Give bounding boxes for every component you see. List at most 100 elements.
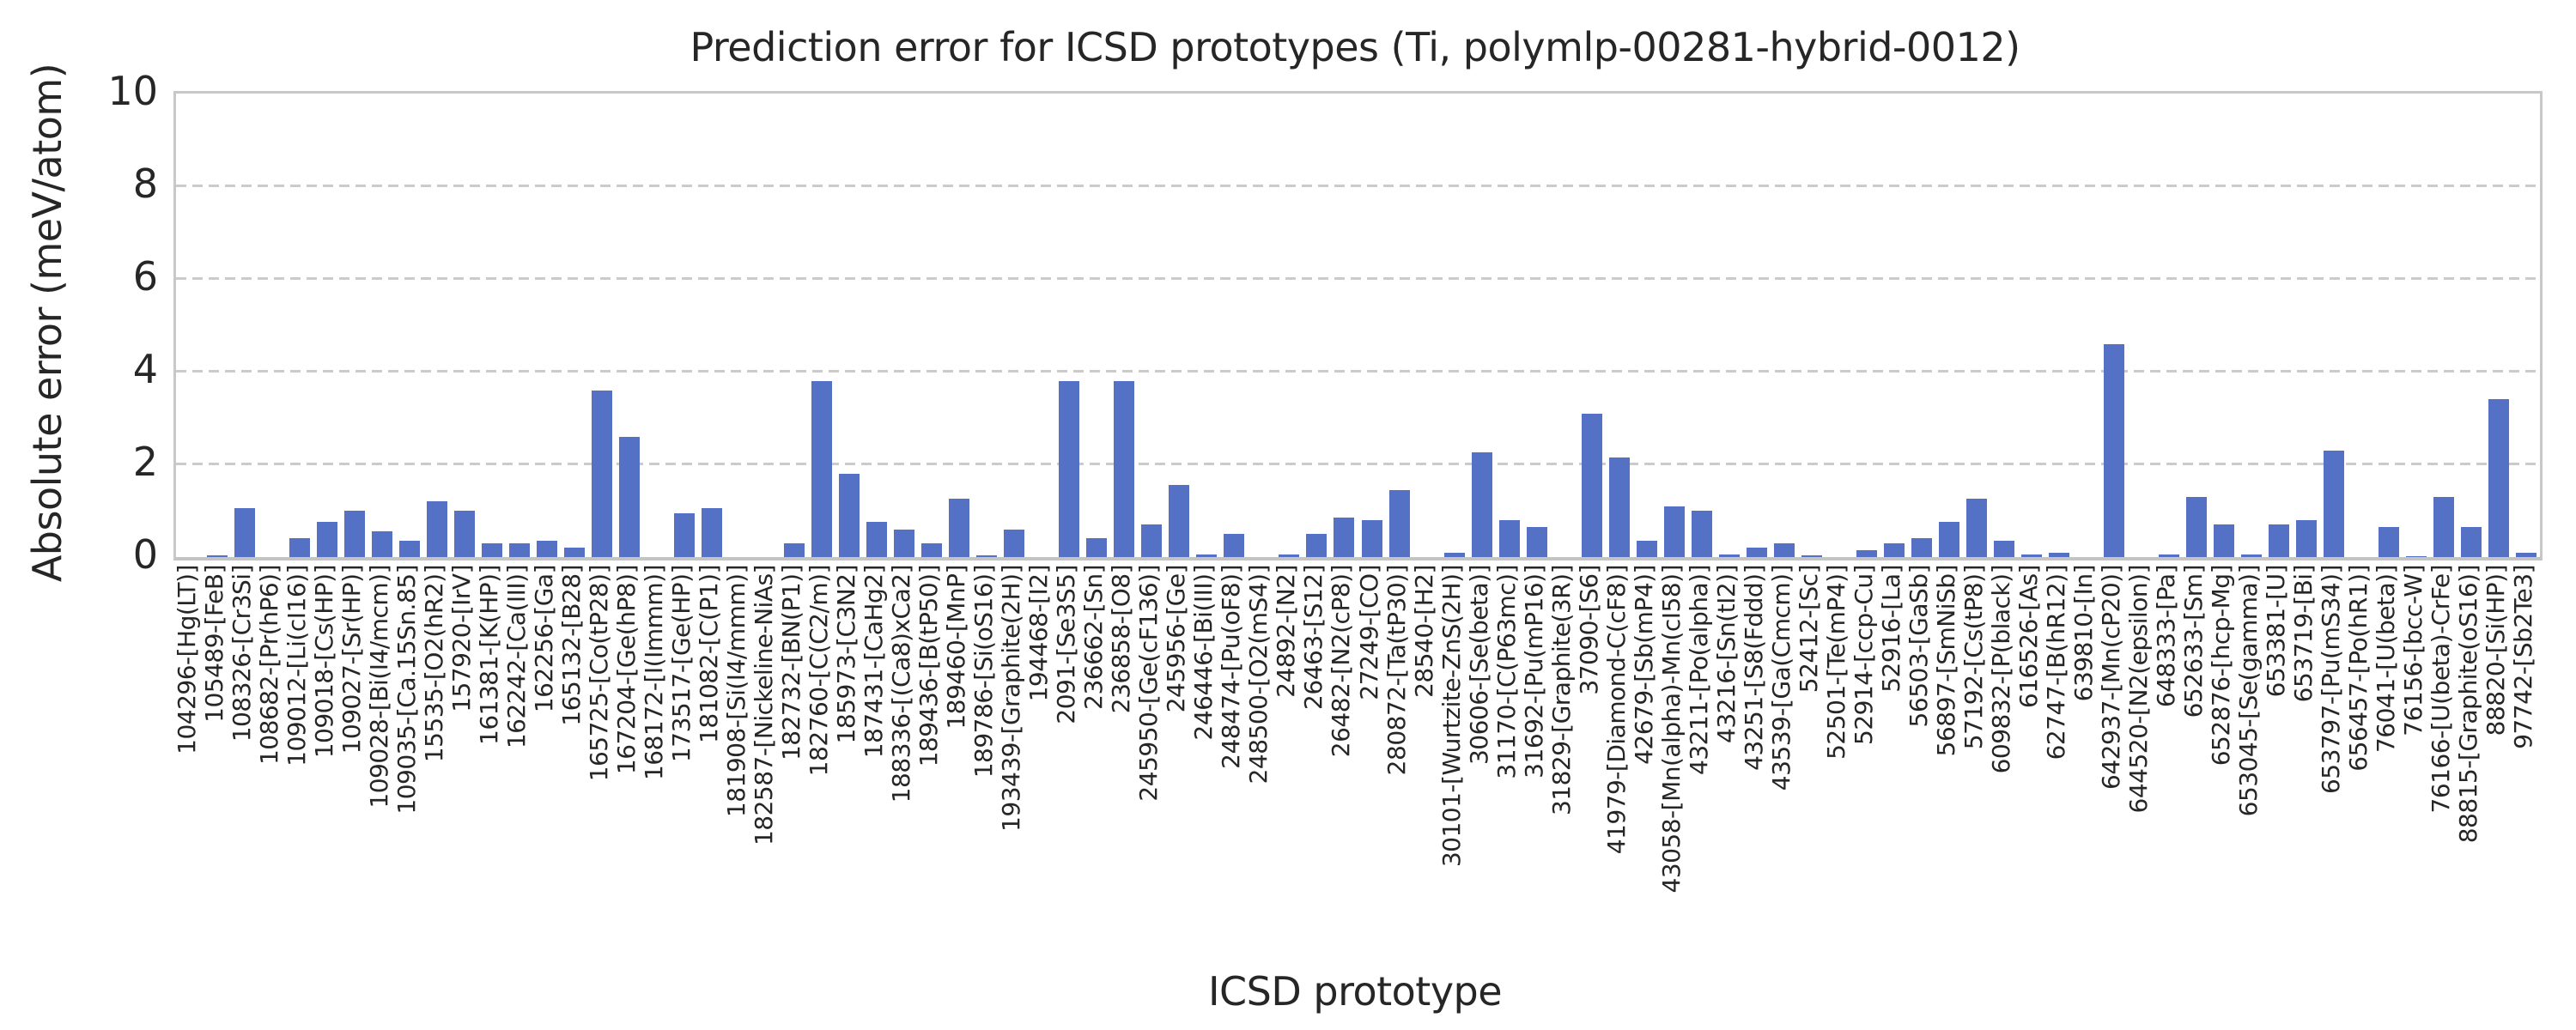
bar	[921, 543, 943, 557]
bar	[2158, 554, 2179, 557]
bar	[976, 555, 998, 557]
x-tick-label: 642937-[Mn(cP20)]	[2096, 565, 2125, 790]
x-tick-label: 52914-[ccp-Cu]	[1849, 565, 1878, 745]
plot-area	[173, 91, 2543, 560]
x-tick-label: 648333-[Pa]	[2151, 565, 2180, 708]
bar	[1306, 534, 1327, 557]
x-tick-label: 173517-[Ge(HP)]	[667, 565, 696, 763]
gridline-y6	[176, 277, 2540, 280]
bar	[2240, 554, 2262, 557]
x-tick-label: 2091-[Se3S5]	[1052, 565, 1081, 724]
bar	[1471, 452, 1492, 557]
x-tick-label: 182587-[Nickeline-NiAs]	[750, 565, 779, 846]
chart-title: Prediction error for ICSD prototypes (Ti…	[690, 24, 2020, 70]
x-tick-label: 41979-[Diamond-C(cF8)]	[1601, 565, 1631, 855]
bar	[1746, 548, 1767, 557]
bar	[1114, 381, 1135, 557]
x-tick-label: 616526-[As]	[2014, 565, 2043, 709]
bar	[1718, 554, 1740, 557]
x-tick-label: 15535-[O2(hR2)]	[420, 565, 449, 763]
bar	[317, 522, 338, 557]
bar	[2103, 344, 2124, 557]
y-tick-label: 4	[132, 346, 158, 392]
bar	[1691, 511, 1712, 557]
x-tick-label: 188336-[(Ca8)xCa2]	[887, 565, 916, 803]
x-tick-label: 109027-[Sr(HP)]	[337, 565, 367, 754]
x-tick-label: 43211-[Po(alpha)]	[1684, 565, 1713, 776]
x-tick-label: 97742-[Sb2Te3]	[2508, 565, 2537, 749]
bar	[1636, 541, 1657, 557]
x-tick-label: 245956-[Ge]	[1162, 565, 1191, 713]
bar	[2185, 497, 2207, 557]
x-tick-label: 165725-[Co(tP28)]	[585, 565, 614, 782]
bar	[1773, 543, 1795, 557]
x-tick-label: 189460-[MnP]	[942, 565, 971, 730]
bar	[2020, 554, 2042, 557]
x-tick-label: 62747-[B(hR12)]	[2041, 565, 2070, 760]
bar	[1581, 414, 1602, 557]
bar	[1388, 490, 1410, 557]
x-tick-label: 162256-[Ga]	[530, 565, 559, 713]
x-tick-label: 109012-[Li(cI16)]	[283, 565, 312, 766]
bar	[2405, 556, 2427, 557]
bar	[1443, 553, 1465, 557]
bar	[1361, 520, 1382, 557]
gridline-y2	[176, 463, 2540, 465]
bar	[949, 499, 970, 557]
x-tick-label: 165132-[B28]	[557, 565, 586, 726]
y-tick-label: 0	[132, 531, 158, 578]
x-tick-label: 42679-[Sb(mP4)]	[1629, 565, 1658, 765]
x-tick-label: 189786-[Si(oS16)]	[969, 565, 999, 779]
x-tick-label: 31692-[Pu(mP16)]	[1519, 565, 1548, 779]
bar	[1993, 541, 2014, 557]
bar	[207, 555, 228, 557]
bar	[1196, 554, 1218, 557]
bar	[894, 530, 915, 557]
x-tick-label: 57192-[Cs(tP8)]	[1959, 565, 1988, 750]
x-tick-label: 182760-[C(C2/m)]	[805, 565, 834, 777]
bar	[427, 501, 448, 557]
x-tick-label: 28540-[H2]	[1409, 565, 1438, 698]
x-tick-label: 31170-[C(P63mc)]	[1492, 565, 1521, 779]
bar	[2460, 527, 2482, 557]
x-tick-label: 157920-[IrV]	[447, 565, 477, 712]
x-tick-label: 639810-[In]	[2069, 565, 2098, 702]
x-tick-label: 182732-[BN(P1)]	[777, 565, 806, 761]
bar	[619, 437, 641, 557]
x-tick-label: 37090-[S6]	[1574, 565, 1603, 695]
gridline-y4	[176, 370, 2540, 373]
bar	[1965, 499, 1987, 557]
x-tick-label: 105489-[FeB]	[200, 565, 229, 723]
x-tick-label: 52412-[Sc]	[1794, 565, 1823, 694]
bar	[1801, 555, 1822, 557]
y-tick-label: 2	[132, 439, 158, 485]
bar	[1334, 518, 1355, 557]
x-tick-label: 653045-[Se(gamma)]	[2233, 565, 2263, 817]
x-tick-label: 104296-[Hg(LT)]	[173, 565, 201, 754]
x-tick-label: 248474-[Pu(oF8)]	[1217, 565, 1246, 769]
bar	[454, 511, 476, 557]
bar	[2515, 553, 2537, 557]
x-tick-label: 653719-[Bi]	[2288, 565, 2318, 703]
bar	[2378, 527, 2399, 557]
x-tick-label: 56897-[SmNiSb]	[1931, 565, 1960, 757]
x-tick-label: 52501-[Te(mP4)]	[1821, 565, 1850, 760]
x-tick-label: 656457-[Po(hR1)]	[2343, 565, 2372, 772]
bar	[1856, 550, 1877, 557]
x-tick-label: 167204-[Ge(hP8)]	[612, 565, 641, 775]
x-tick-label: 52916-[La]	[1876, 565, 1905, 693]
x-tick-label: 43216-[Sn(tI2)]	[1711, 565, 1741, 743]
bar	[1526, 527, 1547, 557]
x-tick-label: 189436-[B(tP50)]	[914, 565, 944, 767]
bar	[2048, 553, 2069, 557]
x-tick-label: 609832-[P(black)]	[1986, 565, 2015, 774]
bar	[592, 391, 613, 557]
bar	[564, 548, 586, 557]
x-tick-label: 162242-[Ca(III)]	[502, 565, 532, 749]
bar	[537, 541, 558, 557]
x-tick-label: 652876-[hcp-Mg]	[2206, 565, 2235, 766]
x-tick-label: 43058-[Mn(alpha)-Mn(cI58)]	[1656, 565, 1686, 894]
bar	[482, 543, 503, 557]
x-tick-label: 76166-[U(beta)-CrFe]	[2426, 565, 2455, 814]
